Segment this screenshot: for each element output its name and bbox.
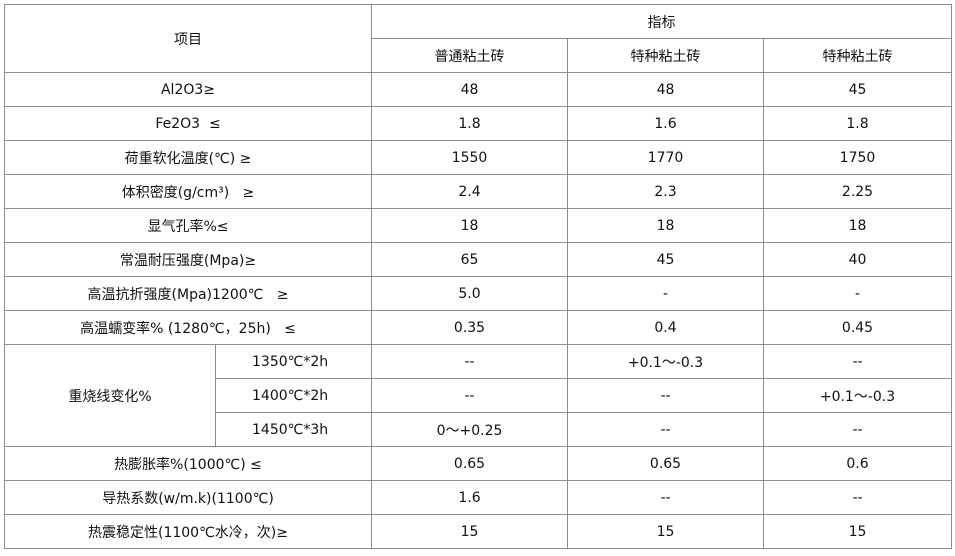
value-cell: 0.4 — [567, 310, 764, 345]
table-row: 普通粘土砖 特种粘土砖 特种粘土砖 — [5, 38, 952, 73]
value-cell: -- — [763, 344, 952, 379]
sub-condition: 1350℃*2h — [215, 344, 372, 379]
value-cell: 1.8 — [371, 106, 568, 141]
value-cell: 0.65 — [567, 446, 764, 481]
column-header: 普通粘土砖 — [371, 38, 568, 73]
header-item: 项目 — [4, 4, 372, 73]
value-cell: 1550 — [371, 140, 568, 175]
value-cell: 2.25 — [763, 174, 952, 209]
row-label: Fe2O3 ≤ — [4, 106, 372, 141]
value-cell: 45 — [763, 72, 952, 107]
table-row: Al2O3≥ 48 48 45 — [4, 72, 952, 107]
row-label: 常温耐压强度(Mpa)≥ — [4, 242, 372, 277]
value-cell: 15 — [371, 514, 568, 549]
row-label: 显气孔率%≤ — [4, 208, 372, 243]
spec-table: 项目 指标 普通粘土砖 特种粘土砖 特种粘土砖 Al2O3≥ 48 48 45 Fe2O3 ≤1.… — [4, 4, 952, 549]
value-cell: 1750 — [763, 140, 952, 175]
value-cell: 15 — [763, 514, 952, 549]
value-cell: 45 — [567, 242, 764, 277]
column-header: 特种粘土砖 — [763, 38, 952, 73]
table-row: 热震稳定性(1100℃水冷，次)≥ 15 15 15 — [4, 514, 952, 549]
header-group: 指标 — [371, 4, 952, 39]
value-cell: 48 — [567, 72, 764, 107]
table-row: 显气孔率%≤ 18 18 18 — [4, 208, 952, 243]
table-body: 项目 指标 普通粘土砖 特种粘土砖 特种粘土砖 Al2O3≥ 48 48 45 Fe2O3 ≤1.… — [4, 4, 952, 549]
table-row: 项目 指标 — [4, 4, 952, 73]
value-cell: -- — [567, 480, 764, 515]
value-cell: - — [567, 276, 764, 311]
table-row: 热膨胀率%(1000℃) ≤0.65 0.65 0.6 — [4, 446, 952, 481]
table-row: 1400℃*2h -- -- +0.1～-0.3 — [5, 378, 952, 413]
sub-condition: 1450℃*3h — [215, 412, 372, 447]
table-row: 常温耐压强度(Mpa)≥ 65 45 40 — [4, 242, 952, 277]
row-label: 高温抗折强度(Mpa)1200℃ ≥ — [4, 276, 372, 311]
value-cell: 18 — [567, 208, 764, 243]
value-cell: 65 — [371, 242, 568, 277]
row-label: 重烧线变化% — [4, 344, 216, 447]
value-cell: 0.35 — [371, 310, 568, 345]
table-row: Fe2O3 ≤1.8 1.6 1.8 — [4, 106, 952, 141]
value-cell: +0.1～-0.3 — [763, 378, 952, 413]
value-cell: 2.4 — [371, 174, 568, 209]
value-cell: 5.0 — [371, 276, 568, 311]
value-cell: 1770 — [567, 140, 764, 175]
row-label: 荷重软化温度(℃) ≥ — [4, 140, 372, 175]
table-row: 重烧线变化% 1350℃*2h -- +0.1～-0.3 -- — [4, 344, 952, 447]
row-label: Al2O3≥ — [4, 72, 372, 107]
row-label: 高温蠕变率% (1280℃，25h) ≤ — [4, 310, 372, 345]
table-row: 1450℃*3h 0～+0.25 -- -- — [5, 412, 952, 447]
table-row: 高温抗折强度(Mpa)1200℃ ≥5.0- - — [4, 276, 952, 311]
value-cell: -- — [763, 412, 952, 447]
row-label: 体积密度(g/cm³) ≥ — [4, 174, 372, 209]
value-cell: -- — [567, 378, 764, 413]
value-cell: 1.6 — [567, 106, 764, 141]
value-cell: 1.6 — [371, 480, 568, 515]
table-row: 荷重软化温度(℃) ≥1550 1770 1750 — [4, 140, 952, 175]
column-header: 特种粘土砖 — [567, 38, 764, 73]
row-label: 热震稳定性(1100℃水冷，次)≥ — [4, 514, 372, 549]
value-cell: -- — [371, 344, 568, 379]
value-cell: 0.45 — [763, 310, 952, 345]
table-row: 高温蠕变率% (1280℃，25h) ≤0.35 0.4 0.45 — [4, 310, 952, 345]
value-cell: 15 — [567, 514, 764, 549]
value-cell: 40 — [763, 242, 952, 277]
row-label: 热膨胀率%(1000℃) ≤ — [4, 446, 372, 481]
value-cell: -- — [371, 378, 568, 413]
value-cell: 0.6 — [763, 446, 952, 481]
value-cell: 2.3 — [567, 174, 764, 209]
value-cell: -- — [567, 412, 764, 447]
row-label: 导热系数(w/m.k)(1100℃) — [4, 480, 372, 515]
table-row: 体积密度(g/cm³) ≥2.4 2.3 2.25 — [4, 174, 952, 209]
value-cell: 0.65 — [371, 446, 568, 481]
value-cell: 18 — [371, 208, 568, 243]
value-cell: 1.8 — [763, 106, 952, 141]
sub-condition: 1400℃*2h — [215, 378, 372, 413]
value-cell: 0～+0.25 — [371, 412, 568, 447]
value-cell: 48 — [371, 72, 568, 107]
value-cell: - — [763, 276, 952, 311]
value-cell: +0.1～-0.3 — [567, 344, 764, 379]
value-cell: 18 — [763, 208, 952, 243]
value-cell: -- — [763, 480, 952, 515]
table-row: 导热系数(w/m.k)(1100℃) 1.6 -- -- — [4, 480, 952, 515]
